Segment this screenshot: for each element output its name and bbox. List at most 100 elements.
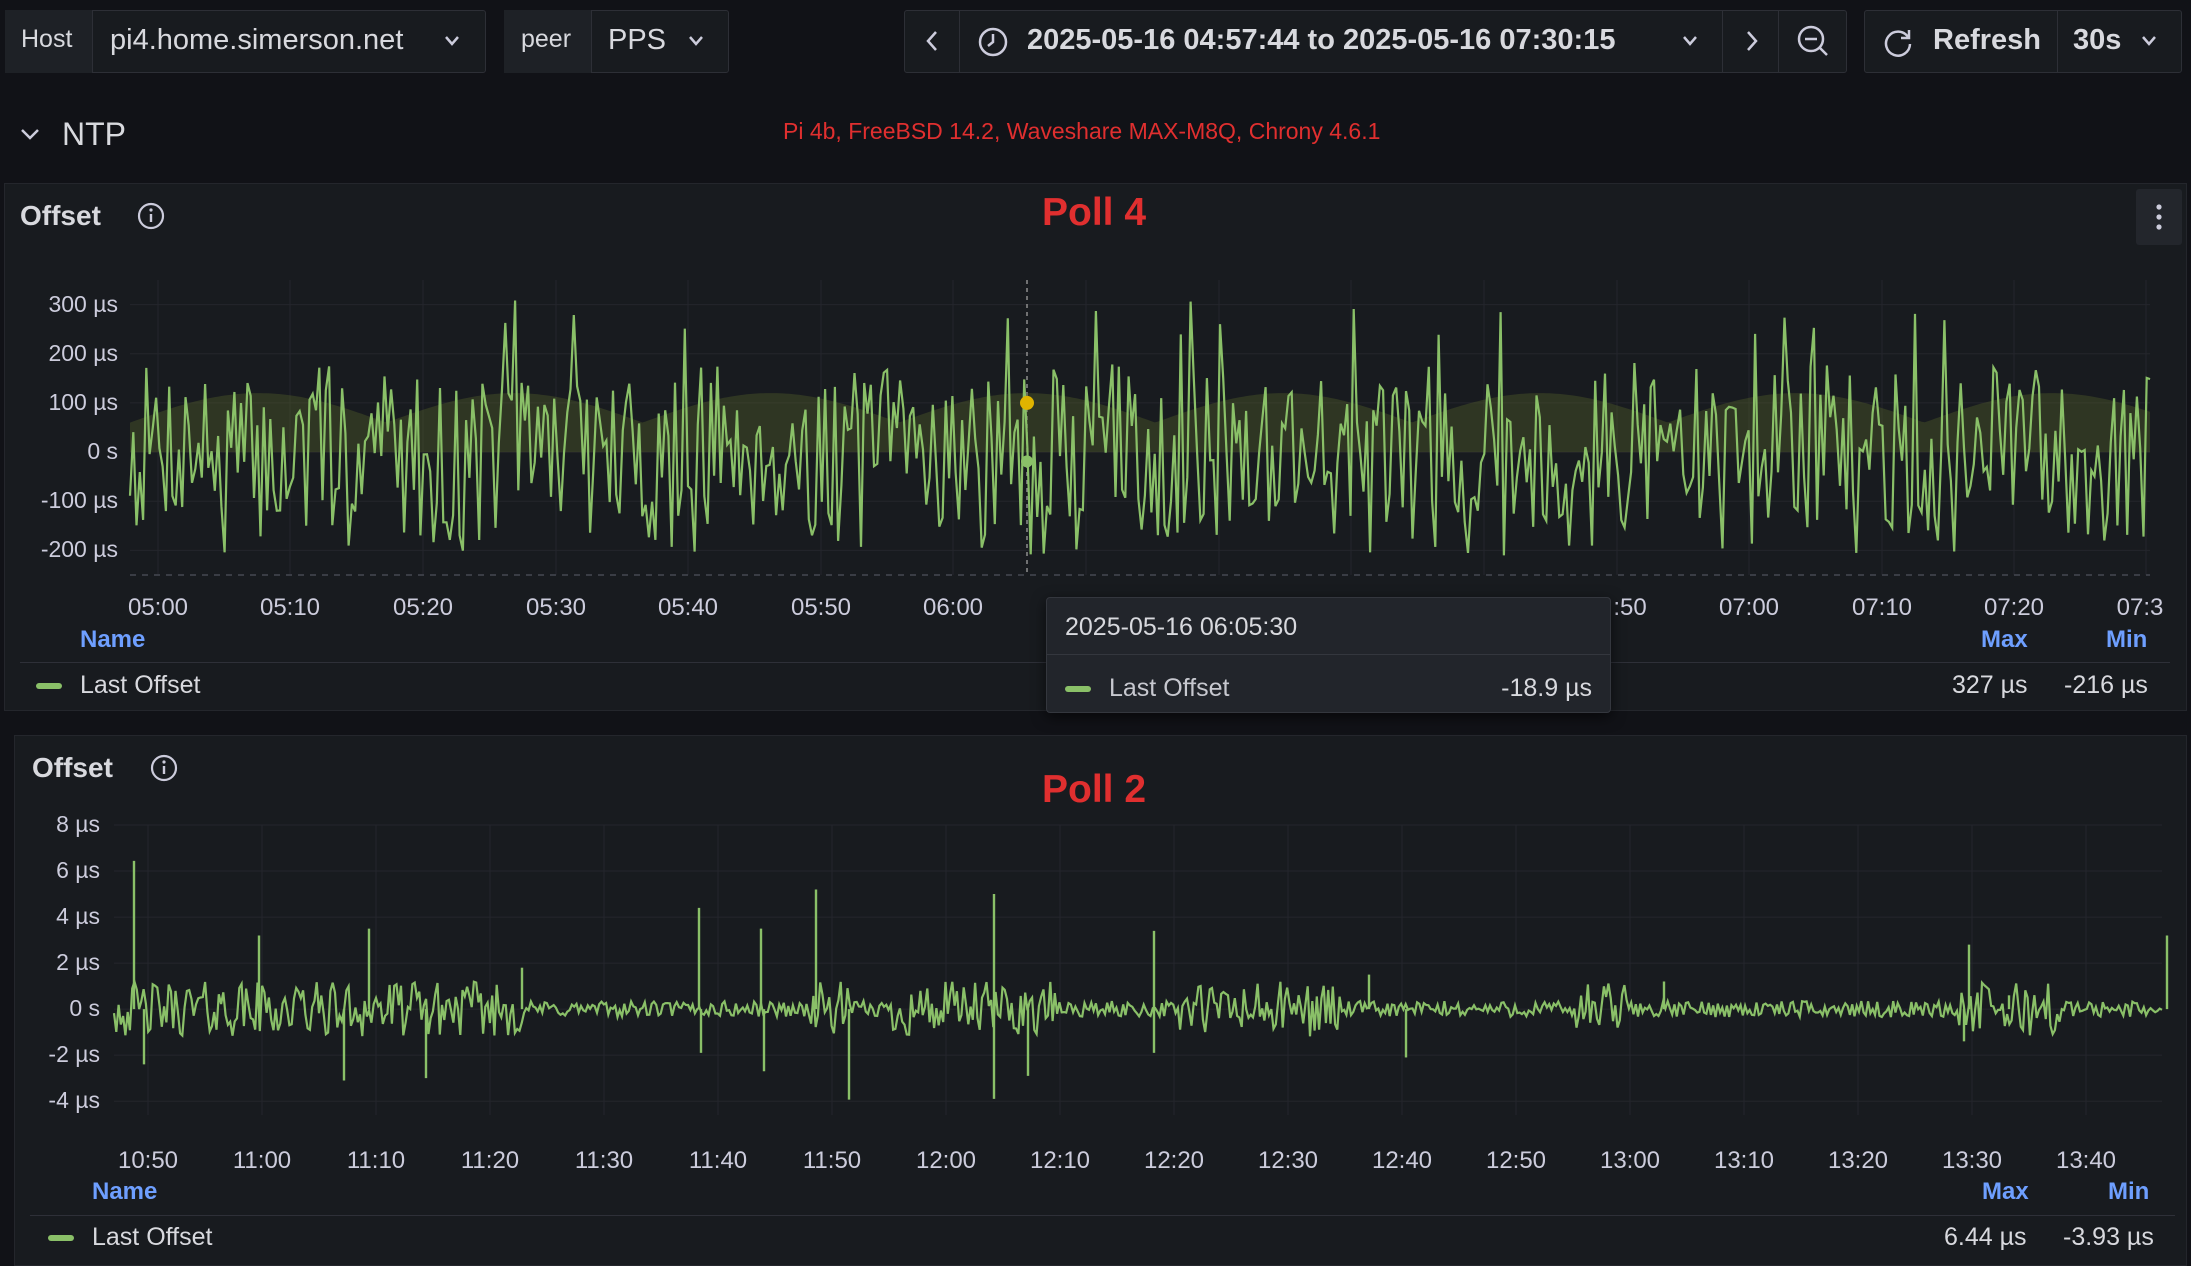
x-tick-label: 06:00 — [922, 594, 984, 621]
x-tick-label: 13:30 — [1941, 1147, 2003, 1174]
refresh-label: Refresh — [1933, 24, 2041, 56]
poll-overlay-label: Poll 2 — [1042, 768, 1147, 811]
poll-overlay-label: Poll 4 — [1042, 191, 1147, 234]
refresh-icon — [1882, 26, 1914, 63]
series-line-last-offset — [112, 978, 2163, 1038]
host-select[interactable]: pi4.home.simerson.net — [110, 24, 404, 56]
legend-max-header[interactable]: Max — [1982, 1178, 2029, 1205]
chevron-down-icon[interactable] — [444, 34, 460, 52]
legend-name-header[interactable]: Name — [80, 626, 146, 653]
x-tick-label: 13:00 — [1599, 1147, 1661, 1174]
y-tick-label: 8 µs — [56, 811, 100, 837]
x-tick-label: 11:50 — [802, 1147, 862, 1174]
tooltip-series-name: Last Offset — [1109, 674, 1230, 702]
host-label: Host — [21, 25, 73, 53]
tooltip-value: -18.9 µs — [1501, 674, 1592, 702]
legend-max-value: 327 µs — [1952, 671, 2028, 699]
row-collapse-icon[interactable] — [20, 128, 40, 147]
zoom-out-button[interactable] — [1780, 10, 1846, 73]
x-tick-label: 07:3 — [2116, 594, 2164, 621]
chevron-down-icon[interactable] — [1682, 34, 1698, 52]
clock-icon — [977, 26, 1009, 63]
legend-name-header[interactable]: Name — [92, 1178, 158, 1205]
y-tick-label: 200 µs — [48, 339, 118, 366]
legend-series-color — [36, 683, 62, 689]
hover-point — [1020, 395, 1034, 410]
legend-divider — [30, 1215, 2175, 1216]
hover-tooltip: 2025-05-16 06:05:30 Last Offset -18.9 µs — [1046, 597, 1611, 713]
refresh-button[interactable] — [1864, 10, 2058, 73]
peer-select[interactable]: PPS — [608, 24, 667, 56]
legend-series-name[interactable]: Last Offset — [80, 671, 201, 699]
zoom-out-icon — [1797, 25, 1828, 56]
legend-max-header[interactable]: Max — [1981, 626, 2028, 653]
legend-min-header[interactable]: Min — [2106, 626, 2148, 653]
info-icon[interactable] — [137, 202, 165, 235]
panel-menu-button[interactable] — [2136, 189, 2182, 245]
chevron-down-icon[interactable] — [688, 34, 704, 52]
x-tick-label: 05:30 — [525, 594, 587, 621]
x-tick-label: 11:00 — [232, 1147, 292, 1174]
x-tick-label: 07:10 — [1851, 594, 1913, 621]
row-title[interactable]: NTP — [62, 116, 126, 152]
chevron-down-icon[interactable] — [2141, 34, 2157, 52]
time-picker — [904, 10, 1847, 73]
x-tick-label: 11:40 — [688, 1147, 748, 1174]
host-label-cell — [5, 10, 93, 73]
x-tick-label: 12:30 — [1257, 1147, 1319, 1174]
legend-series-color — [48, 1235, 74, 1241]
panel-title: Offset — [20, 200, 101, 231]
x-tick-label: 12:20 — [1143, 1147, 1205, 1174]
info-icon[interactable] — [150, 754, 178, 787]
x-tick-label: 11:30 — [574, 1147, 634, 1174]
x-tick-label: :50 — [1613, 594, 1647, 621]
legend-series-name[interactable]: Last Offset — [92, 1223, 213, 1251]
peer-label: peer — [521, 25, 572, 53]
tooltip-series-color — [1065, 686, 1091, 692]
x-tick-label: 13:20 — [1827, 1147, 1889, 1174]
y-tick-label: -100 µs — [40, 487, 118, 514]
y-tick-label: -200 µs — [40, 536, 118, 563]
x-tick-label: 05:00 — [127, 594, 189, 621]
y-tick-label: 0 s — [69, 995, 100, 1022]
time-back-button[interactable] — [904, 10, 960, 73]
x-tick-label: 07:20 — [1983, 594, 2045, 621]
refresh-interval-select[interactable]: 30s — [2073, 24, 2122, 56]
legend-min-value: -3.93 µs — [2063, 1223, 2154, 1251]
time-forward-button[interactable] — [1722, 10, 1779, 73]
x-tick-label: 05:50 — [790, 594, 852, 621]
x-tick-label: 05:40 — [657, 594, 719, 621]
peer-label-cell — [504, 10, 592, 73]
y-tick-label: -2 µs — [48, 1041, 100, 1068]
x-tick-label: 05:10 — [259, 594, 321, 621]
kebab-menu-icon — [2156, 204, 2162, 230]
x-tick-label: 13:40 — [2055, 1147, 2117, 1174]
y-tick-label: 100 µs — [48, 388, 118, 415]
tooltip-divider — [1047, 654, 1610, 655]
legend-min-value: -216 µs — [2064, 671, 2148, 699]
legend-min-header[interactable]: Min — [2108, 1178, 2150, 1205]
row-subtitle: Pi 4b, FreeBSD 14.2, Waveshare MAX-M8Q, … — [783, 118, 1381, 144]
x-tick-label: 12:10 — [1029, 1147, 1091, 1174]
chevron-left-icon — [926, 31, 937, 51]
x-tick-label: 12:50 — [1485, 1147, 1547, 1174]
series-line-last-offset — [128, 300, 2151, 556]
refresh-picker — [1864, 10, 2182, 73]
panel-title: Offset — [32, 752, 113, 783]
y-tick-label: 6 µs — [56, 857, 100, 884]
legend-max-value: 6.44 µs — [1944, 1223, 2027, 1251]
y-tick-label: -4 µs — [48, 1087, 100, 1114]
x-tick-label: 12:40 — [1371, 1147, 1433, 1174]
x-tick-label: 12:00 — [915, 1147, 977, 1174]
x-tick-label: 13:10 — [1713, 1147, 1775, 1174]
y-tick-label: 4 µs — [56, 903, 100, 930]
x-tick-label: 11:10 — [346, 1147, 406, 1174]
time-range-button[interactable]: 2025-05-16 04:57:44 to 2025-05-16 07:30:… — [1027, 24, 1616, 56]
x-tick-label: 05:20 — [392, 594, 454, 621]
x-tick-label: 11:20 — [460, 1147, 520, 1174]
x-tick-label: 10:50 — [117, 1147, 179, 1174]
y-tick-label: 2 µs — [56, 949, 100, 976]
tooltip-time: 2025-05-16 06:05:30 — [1065, 613, 1298, 641]
